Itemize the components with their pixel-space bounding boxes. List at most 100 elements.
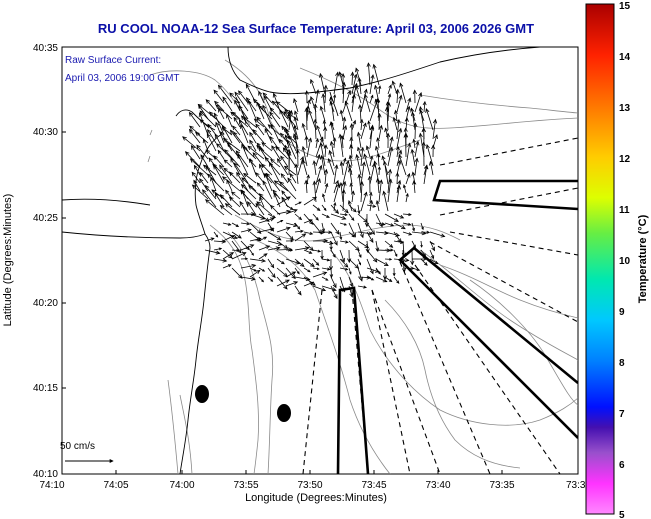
current-vector bbox=[206, 166, 217, 184]
current-vector bbox=[222, 176, 241, 192]
current-vector-head bbox=[256, 237, 262, 242]
current-vector-head bbox=[241, 115, 246, 120]
current-vector bbox=[258, 267, 265, 272]
current-vector-head bbox=[313, 103, 318, 109]
current-vector-head bbox=[323, 208, 327, 212]
current-vector bbox=[312, 267, 320, 270]
current-vector bbox=[340, 162, 344, 176]
current-vector bbox=[339, 240, 348, 243]
y-axis-ticks: 40:35 40:30 40:25 40:20 40:15 40:10 bbox=[33, 43, 58, 480]
current-vector bbox=[258, 218, 275, 224]
current-vector bbox=[360, 181, 363, 203]
y-tick-label: 40:35 bbox=[33, 43, 58, 54]
current-vector bbox=[351, 94, 355, 113]
current-vector-head bbox=[340, 135, 345, 140]
current-vector-head bbox=[297, 291, 302, 296]
current-vector bbox=[396, 173, 398, 185]
current-vector bbox=[333, 94, 336, 104]
current-vector bbox=[357, 267, 363, 281]
current-vector bbox=[236, 172, 249, 192]
current-vector-head bbox=[365, 145, 370, 151]
current-vector-head bbox=[351, 234, 355, 238]
current-vector bbox=[279, 110, 289, 128]
current-vector-head bbox=[406, 105, 411, 111]
current-vector bbox=[310, 79, 317, 95]
current-vector-head bbox=[207, 129, 212, 134]
current-vector-head bbox=[304, 135, 309, 141]
current-vector bbox=[287, 140, 297, 160]
current-vector-head bbox=[410, 107, 415, 113]
current-vector bbox=[384, 222, 394, 227]
current-vector-head bbox=[316, 267, 320, 270]
current-vector-head bbox=[397, 159, 402, 165]
current-vector-head bbox=[241, 177, 246, 182]
current-vector bbox=[193, 180, 201, 192]
current-vector-head bbox=[256, 182, 261, 187]
current-vector bbox=[411, 231, 426, 234]
current-vector bbox=[229, 171, 241, 184]
current-vector-head bbox=[232, 235, 238, 239]
current-vector bbox=[231, 231, 242, 239]
current-vector-head bbox=[399, 82, 404, 88]
current-vector-head bbox=[404, 257, 410, 263]
current-vector-head bbox=[211, 189, 216, 194]
current-vector bbox=[324, 169, 327, 185]
current-vector-head bbox=[388, 278, 393, 283]
current-label-line1: Raw Surface Current: bbox=[65, 55, 161, 66]
current-vector-head bbox=[340, 72, 346, 78]
current-vector bbox=[350, 183, 353, 194]
current-vector-head bbox=[295, 260, 301, 265]
current-vector-head bbox=[283, 111, 288, 116]
current-vector-head bbox=[275, 146, 280, 151]
current-vector bbox=[321, 222, 325, 232]
current-vector bbox=[259, 197, 265, 208]
current-vector-head bbox=[440, 233, 446, 238]
current-vector bbox=[342, 82, 345, 104]
current-vector-head bbox=[245, 83, 250, 89]
current-vector-head bbox=[350, 71, 355, 77]
current-vector-head bbox=[424, 262, 428, 266]
current-vector bbox=[330, 97, 335, 122]
current-vector bbox=[243, 117, 257, 128]
current-vector bbox=[243, 173, 257, 184]
radar-sector-lines bbox=[302, 137, 578, 474]
current-vector-head bbox=[238, 274, 243, 279]
current-vector-head bbox=[367, 175, 372, 181]
current-vector bbox=[302, 146, 308, 167]
current-vector bbox=[411, 267, 420, 271]
current-vector-head bbox=[320, 230, 326, 235]
current-vector-head bbox=[407, 97, 412, 103]
current-vector-head bbox=[279, 109, 284, 115]
current-vector-head bbox=[300, 229, 304, 233]
current-vector-head bbox=[334, 209, 340, 214]
current-vector bbox=[377, 178, 380, 194]
current-vector-head bbox=[382, 275, 388, 281]
current-vector-head bbox=[374, 84, 379, 90]
current-vector-head bbox=[389, 136, 394, 142]
current-vector-head bbox=[227, 264, 232, 268]
current-vector-head bbox=[289, 173, 294, 178]
current-vector-head bbox=[243, 172, 248, 178]
current-vector-head bbox=[321, 287, 327, 292]
current-vector-head bbox=[189, 125, 194, 131]
current-vector bbox=[194, 165, 201, 176]
current-vector-head bbox=[299, 262, 305, 267]
current-vector bbox=[220, 131, 233, 152]
current-vector bbox=[373, 64, 380, 86]
current-vector bbox=[267, 247, 280, 251]
current-vector bbox=[333, 165, 338, 185]
current-vector-head bbox=[229, 92, 234, 97]
current-vector bbox=[261, 163, 273, 176]
current-vector-head bbox=[382, 160, 388, 166]
current-vector bbox=[377, 138, 380, 149]
current-vector-head bbox=[199, 178, 204, 183]
colorbar-label: Temperature (°C) bbox=[637, 214, 649, 303]
current-vector bbox=[303, 276, 316, 286]
current-vector bbox=[360, 192, 367, 212]
current-vector bbox=[284, 165, 297, 176]
current-vector bbox=[247, 100, 257, 120]
x-tick-label: 73:3 bbox=[566, 480, 586, 491]
current-vector bbox=[285, 231, 294, 241]
current-vector bbox=[240, 240, 250, 250]
current-vector-head bbox=[335, 71, 340, 77]
